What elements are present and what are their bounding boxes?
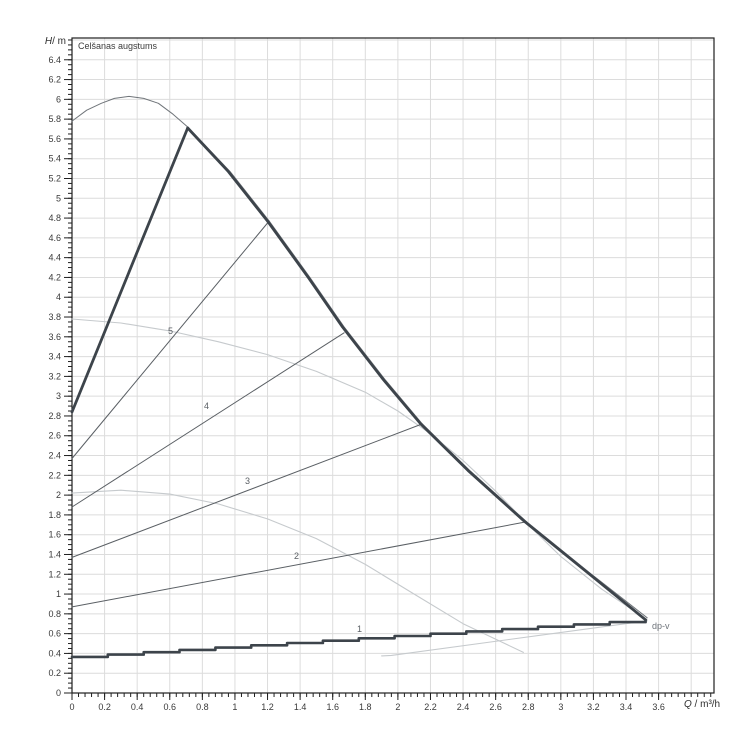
- series-envelope-descent: [186, 126, 647, 622]
- curve-label-5: 5: [168, 326, 174, 336]
- y-tick-label: 2: [56, 490, 61, 500]
- series-setting-curve-3: [71, 423, 423, 558]
- x-tick-label: 0.4: [131, 702, 144, 712]
- y-tick-label: 0: [56, 688, 61, 698]
- series-setting-curve-4: [71, 332, 345, 508]
- x-tick-label: 1.4: [294, 702, 307, 712]
- y-tick-label: 5.6: [48, 134, 61, 144]
- y-tick-label: 4.4: [48, 253, 61, 263]
- x-tick-label: 3.2: [587, 702, 600, 712]
- y-tick-label: 0.2: [48, 668, 61, 678]
- x-tick-label: 3.4: [620, 702, 633, 712]
- y-tick-label: 5: [56, 193, 61, 203]
- y-tick-label: 1.2: [48, 569, 61, 579]
- y-tick-label: 3: [56, 391, 61, 401]
- series-light-curve-upper: [71, 318, 648, 621]
- y-tick-label: 2.8: [48, 411, 61, 421]
- x-tick-label: 2.4: [457, 702, 470, 712]
- y-tick-label: 6.2: [48, 75, 61, 85]
- y-tick-label: 1.8: [48, 510, 61, 520]
- y-tick-label: 4: [56, 292, 61, 302]
- y-tick-label: 1.6: [48, 530, 61, 540]
- y-tick-label: 1: [56, 589, 61, 599]
- y-axis-unit: / m: [52, 36, 66, 47]
- x-tick-label: 2: [395, 702, 400, 712]
- y-tick-label: 2.2: [48, 470, 61, 480]
- x-axis-unit: / m³/h: [691, 699, 721, 710]
- y-tick-label: 4.8: [48, 213, 61, 223]
- y-tick-label: 3.4: [48, 352, 61, 362]
- y-tick-label: 6: [56, 94, 61, 104]
- y-tick-label: 2.4: [48, 451, 61, 461]
- y-axis-label: H/ m: [0, 37, 66, 47]
- y-tick-label: 3.6: [48, 332, 61, 342]
- x-tick-label: 1.6: [326, 702, 339, 712]
- x-tick-label: 2.2: [424, 702, 437, 712]
- x-tick-label: 2.6: [489, 702, 502, 712]
- y-tick-label: 1.4: [48, 549, 61, 559]
- x-axis-label: Q / m³/h: [684, 700, 720, 710]
- y-axis-symbol: H: [44, 36, 53, 47]
- x-tick-label: 3.6: [652, 702, 665, 712]
- y-tick-label: 3.2: [48, 371, 61, 381]
- control-mode-label: dp-v: [652, 621, 670, 631]
- curve-label-3: 3: [245, 476, 251, 486]
- x-tick-label: 3: [558, 702, 563, 712]
- series-light-line-min: [381, 620, 648, 657]
- x-tick-label: 1.2: [261, 702, 274, 712]
- chart-title: Celšanas augstums: [78, 41, 158, 51]
- x-tick-label: 1.8: [359, 702, 372, 712]
- x-axis-symbol: Q: [684, 699, 692, 710]
- y-tick-label: 4.6: [48, 233, 61, 243]
- series-setting-curve-2: [71, 521, 528, 608]
- series-envelope-bottom-line: [70, 618, 647, 659]
- x-tick-label: 0.2: [98, 702, 111, 712]
- y-tick-label: 5.2: [48, 173, 61, 183]
- curve-label-2: 2: [294, 551, 300, 561]
- curve-label-4: 4: [204, 401, 210, 411]
- y-tick-label: 5.4: [48, 154, 61, 164]
- plot-frame: [71, 37, 715, 694]
- y-tick-label: 6.4: [48, 55, 61, 65]
- series-light-curve-lower: [71, 489, 524, 653]
- y-tick-label: 0.8: [48, 609, 61, 619]
- y-tick-label: 3.8: [48, 312, 61, 322]
- y-tick-label: 2.6: [48, 431, 61, 441]
- x-tick-label: 0.6: [164, 702, 177, 712]
- y-tick-label: 5.8: [48, 114, 61, 124]
- y-tick-label: 0.4: [48, 648, 61, 658]
- x-tick-label: 0.8: [196, 702, 209, 712]
- y-tick-label: 4.2: [48, 272, 61, 282]
- series-envelope-upper-line: [70, 126, 190, 414]
- series-setting-curve-5: [71, 220, 270, 459]
- y-tick-label: 0.6: [48, 629, 61, 639]
- curve-label-1: 1: [357, 624, 363, 634]
- x-tick-label: 1: [232, 702, 237, 712]
- x-tick-label: 2.8: [522, 702, 535, 712]
- x-tick-label: 0: [69, 702, 74, 712]
